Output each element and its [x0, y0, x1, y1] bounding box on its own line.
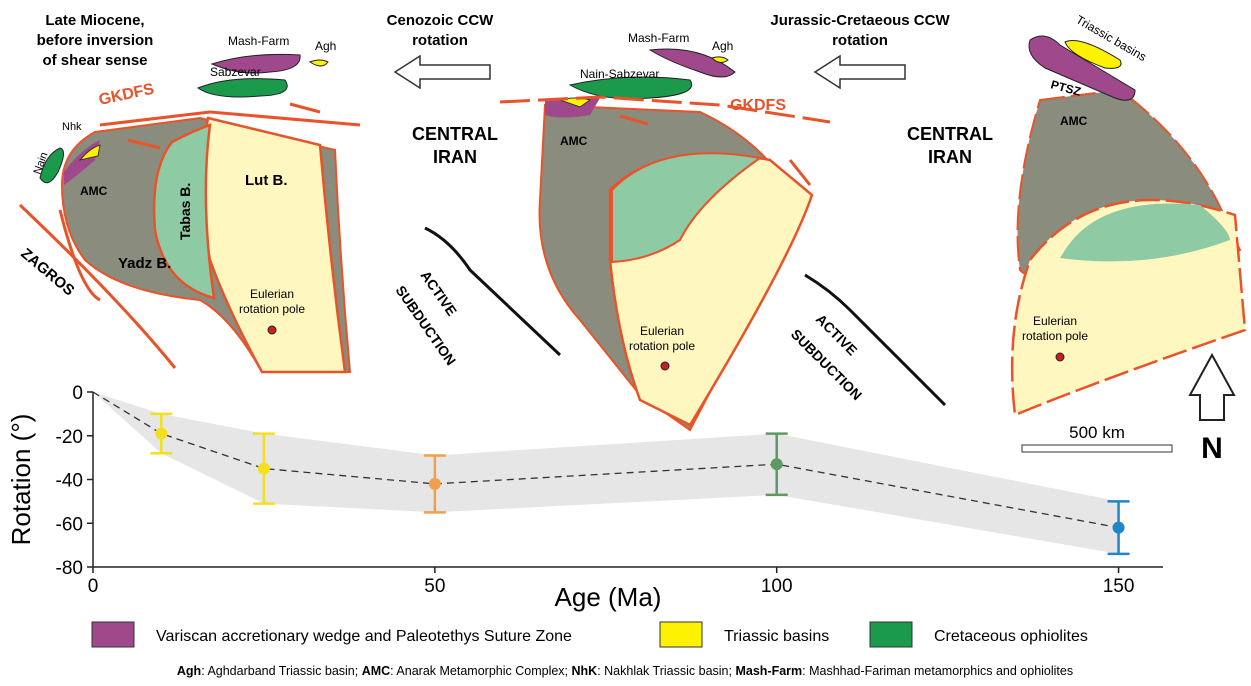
- left-title: before inversion: [37, 32, 154, 49]
- map-label: rotation pole: [1022, 329, 1088, 343]
- legend-swatch: [870, 622, 912, 647]
- data-point: [258, 463, 270, 475]
- map-label: CENTRAL: [412, 124, 498, 144]
- arrow-label: rotation: [832, 32, 888, 49]
- arrow-label: Cenozoic CCW: [387, 12, 495, 29]
- arrow-label: Jurassic-Cretaeous CCW: [770, 12, 950, 29]
- map-label: Mash-Farm: [628, 31, 689, 45]
- arrow-label: rotation: [412, 32, 468, 49]
- scale-label: 500 km: [1069, 423, 1125, 442]
- legend-swatch: [660, 622, 702, 647]
- map-label: AMC: [80, 184, 108, 198]
- y-tick-label: -60: [56, 514, 83, 535]
- footnote-term: NhK: [572, 664, 598, 678]
- map-label: CENTRAL: [907, 124, 993, 144]
- uncertainty-band: [93, 392, 1119, 554]
- footnote-definition: : Aghdarband Triassic basin;: [201, 664, 362, 678]
- map-label: Agh: [712, 39, 733, 53]
- data-point: [429, 478, 441, 490]
- footnote-definition: : Mashhad-Fariman metamorphics and ophio…: [802, 664, 1073, 678]
- x-tick-label: 0: [88, 576, 99, 597]
- left-title: of shear sense: [42, 52, 147, 69]
- x-tick-label: 50: [424, 576, 445, 597]
- north-label: N: [1201, 432, 1223, 465]
- map-label: AMC: [1060, 114, 1088, 128]
- footnote-term: Mash-Farm: [735, 664, 802, 678]
- middle-map: Mash-Farm Agh Nain-Sabzevar GKDFS CENTRA…: [393, 31, 830, 430]
- legend-label: Cretaceous ophiolites: [934, 628, 1088, 645]
- map-label: Sabzevar: [210, 65, 261, 79]
- map-label: GKDFS: [730, 97, 786, 114]
- map-label: AMC: [560, 134, 588, 148]
- x-axis-label: Age (Ma): [555, 582, 662, 612]
- legend-label: Triassic basins: [724, 628, 829, 645]
- map-label: Mash-Farm: [228, 34, 289, 48]
- map-label: Eulerian: [250, 287, 294, 301]
- figure: Late Miocene, before inversion of shear …: [0, 0, 1251, 686]
- map-label: IRAN: [928, 147, 972, 167]
- map-label: Eulerian: [1033, 314, 1077, 328]
- map-label: Eulerian: [640, 324, 684, 338]
- map-label: Yadz B.: [118, 255, 171, 272]
- map-label: SUBDUCTION: [788, 326, 865, 403]
- map-label: Lut B.: [245, 172, 288, 189]
- footnote-term: AMC: [362, 664, 390, 678]
- footnote-definition: : Nakhlak Triassic basin;: [597, 664, 735, 678]
- left-title: Late Miocene,: [45, 12, 144, 29]
- data-point: [771, 458, 783, 470]
- x-tick-label: 150: [1103, 576, 1135, 597]
- map-label: rotation pole: [239, 302, 305, 316]
- y-axis-label: Rotation (°): [6, 414, 36, 546]
- y-tick-label: -20: [56, 427, 83, 448]
- map-label: GKDFS: [97, 81, 156, 109]
- footnote-definition: : Anarak Metamorphic Complex;: [390, 664, 571, 678]
- data-point: [1113, 522, 1125, 534]
- map-label: Nain-Sabzevar: [580, 67, 659, 81]
- x-tick-label: 100: [761, 576, 793, 597]
- legend-label: Variscan accretionary wedge and Paleotet…: [156, 628, 572, 645]
- y-tick-label: -80: [56, 558, 83, 579]
- map-label: rotation pole: [629, 339, 695, 353]
- map-label: Agh: [315, 39, 336, 53]
- data-point: [155, 428, 167, 440]
- map-label: IRAN: [433, 147, 477, 167]
- page: Late Miocene, before inversion of shear …: [0, 0, 1251, 686]
- legend-swatch: [92, 622, 134, 647]
- footnote: Agh: Aghdarband Triassic basin; AMC: Ana…: [177, 664, 1073, 678]
- footnote-term: Agh: [177, 664, 201, 678]
- y-tick-label: -40: [56, 471, 83, 492]
- y-tick-label: 0: [72, 383, 83, 404]
- map-label: Tabas B.: [177, 183, 193, 240]
- map-label: Nhk: [62, 121, 82, 133]
- right-map: Triassic basins PTSZ AMC CENTRAL IRAN Eu…: [788, 12, 1245, 465]
- left-map: Late Miocene, before inversion of shear …: [17, 12, 360, 372]
- legend: Variscan accretionary wedge and Paleotet…: [92, 622, 1088, 647]
